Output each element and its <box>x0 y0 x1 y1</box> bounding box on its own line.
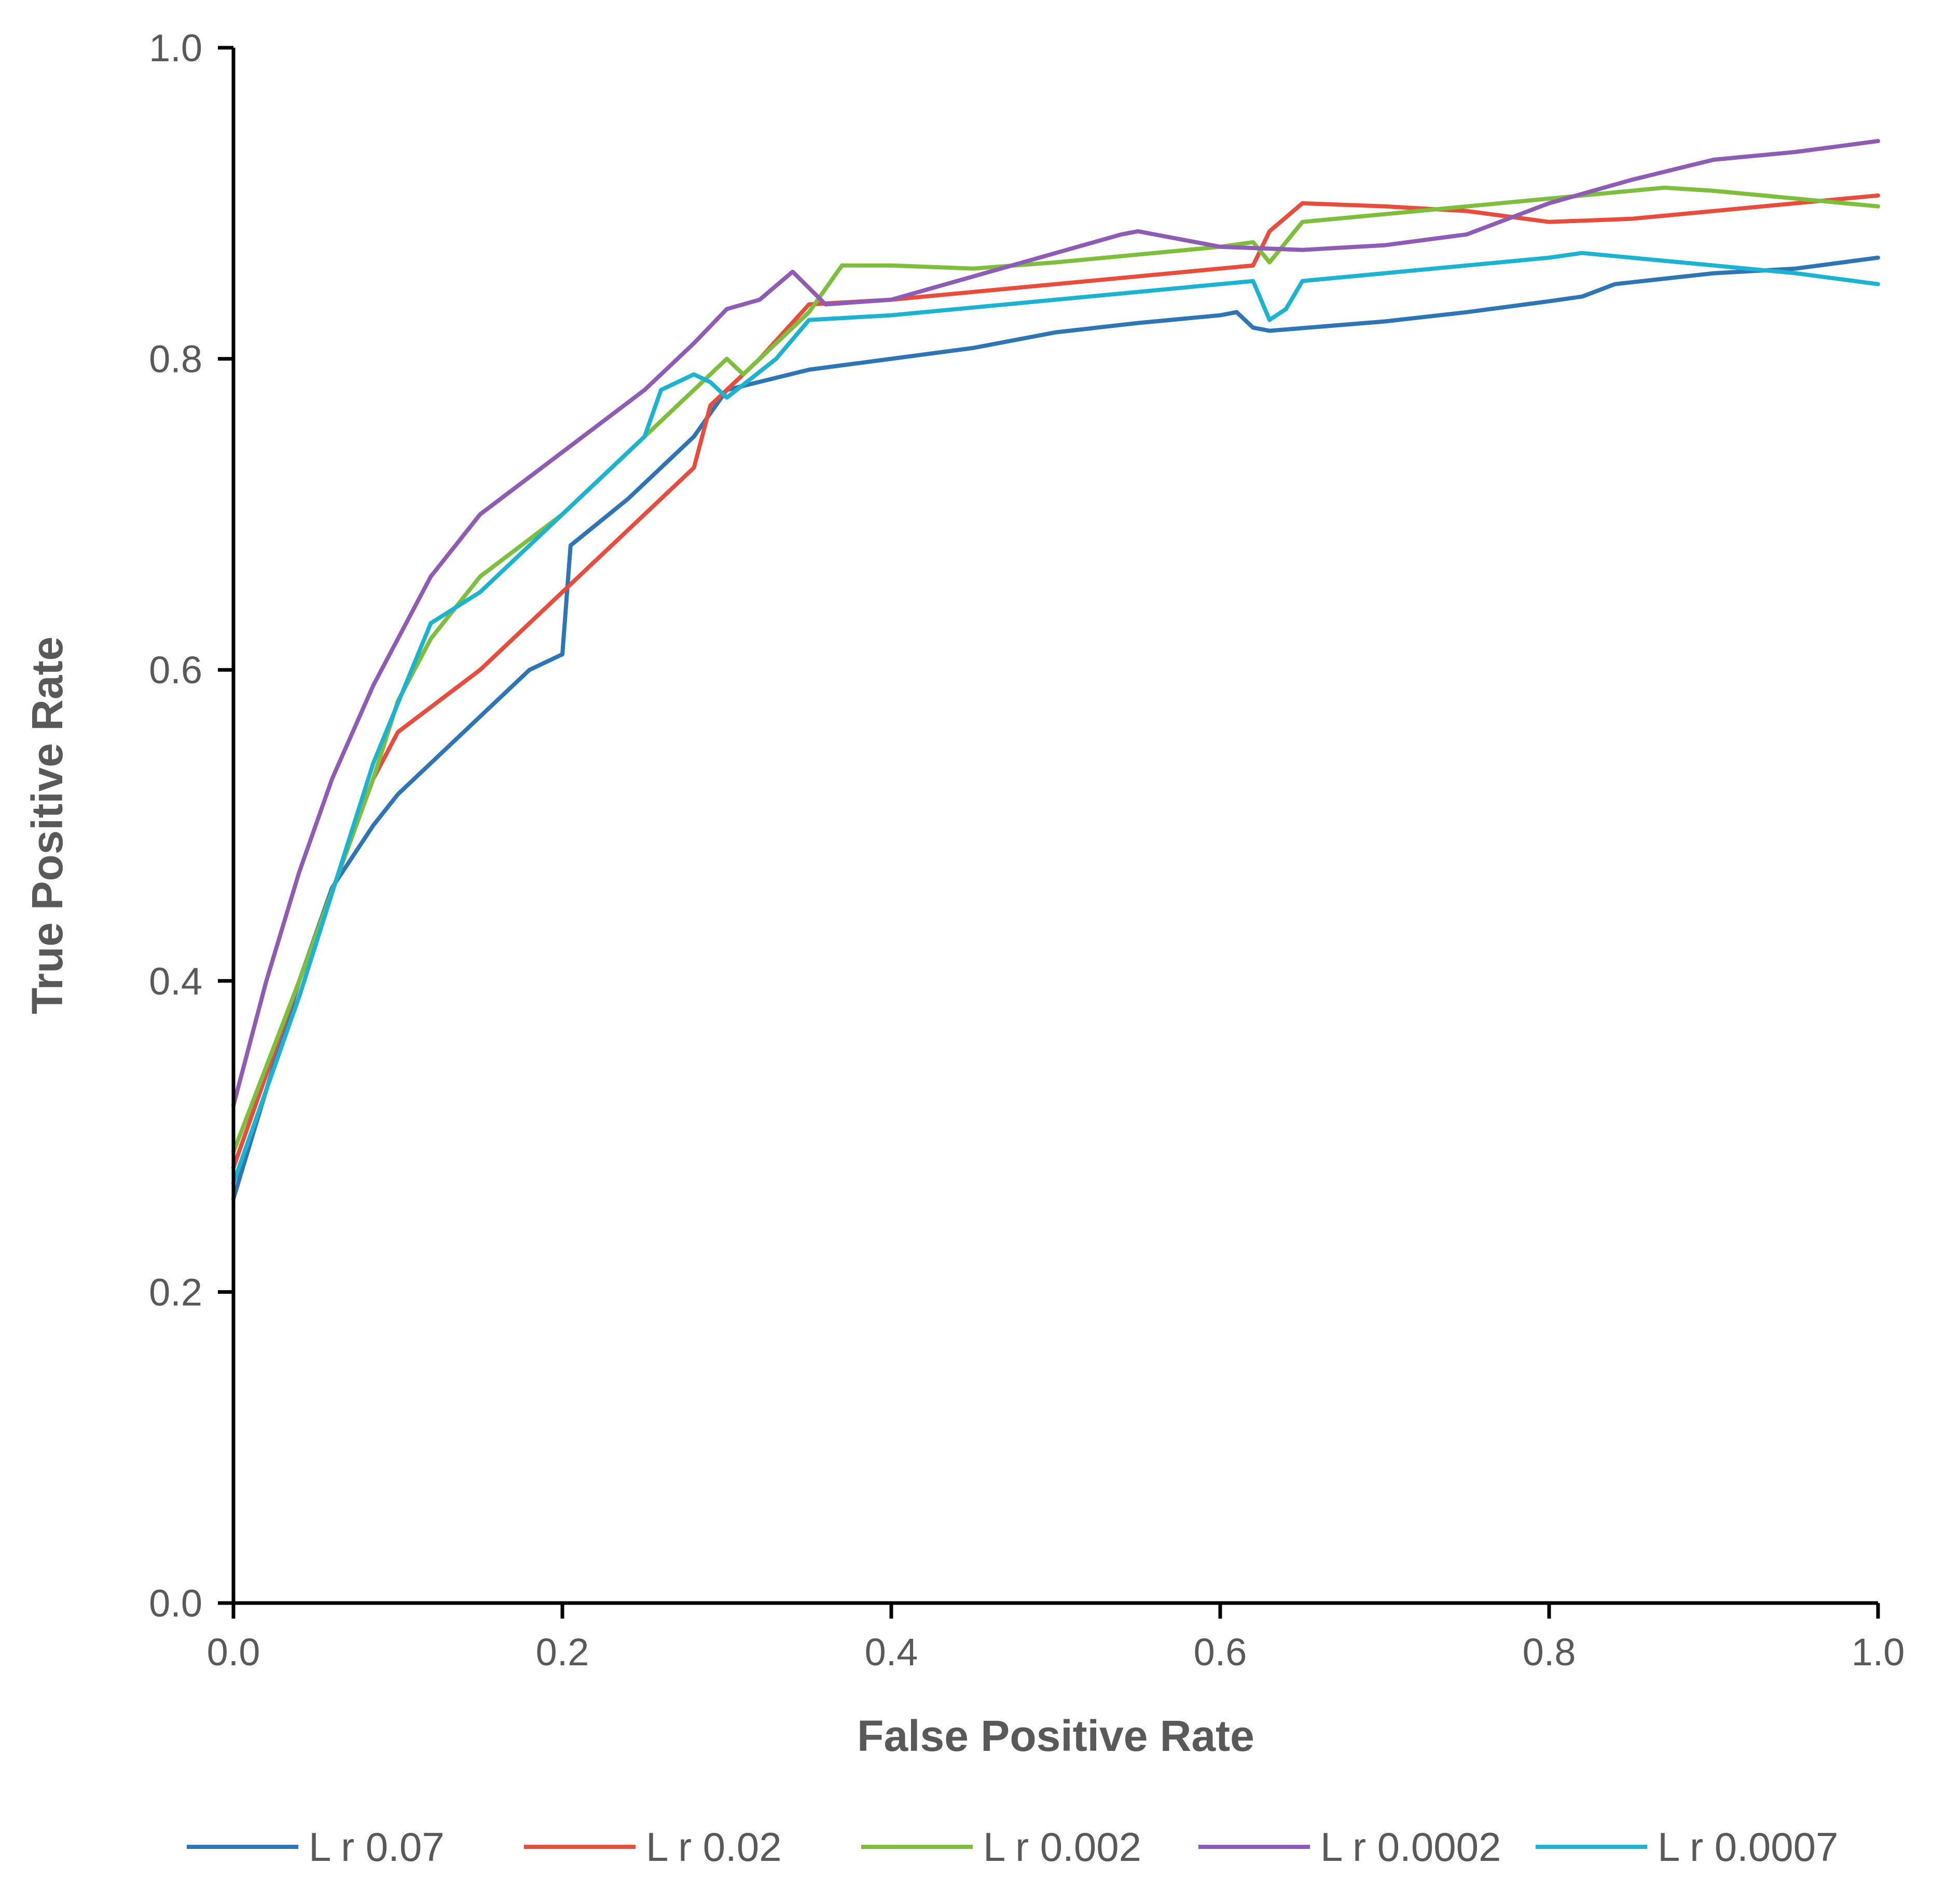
x-tick-label: 0.2 <box>536 1631 589 1674</box>
y-tick-label: 0.6 <box>149 648 202 692</box>
x-tick-label: 0.6 <box>1194 1631 1247 1674</box>
y-tick-label: 0.4 <box>149 960 202 1003</box>
y-tick-label: 0.0 <box>149 1582 202 1625</box>
x-axis-title: False Positive Rate <box>857 1711 1254 1760</box>
ticks-layer: 0.0 0.2 0.4 0.6 0.8 1.0 0.0 0.2 0.4 0.6 0.8 1.0 <box>149 26 1904 1674</box>
series-line <box>231 255 1880 1201</box>
legend-label: L r 0.02 <box>646 1824 782 1870</box>
x-tick-label: 1.0 <box>1852 1631 1905 1674</box>
y-tick-label: 0.8 <box>149 338 202 381</box>
series-layer <box>231 139 1880 1201</box>
series-line <box>231 193 1880 1170</box>
y-tick-label: 1.0 <box>149 26 202 70</box>
y-axis-title: True Positive Rate <box>23 637 72 1014</box>
legend-label: L r 0.07 <box>309 1824 445 1870</box>
x-tick-label: 0.0 <box>207 1631 260 1674</box>
series-line <box>231 251 1880 1185</box>
legend-label: L r 0.0002 <box>1320 1824 1501 1870</box>
legend: L r 0.07 L r 0.02 L r 0.002 L r 0.0002 L r 0… <box>187 1824 1838 1870</box>
y-tick-label: 0.2 <box>149 1270 202 1314</box>
legend-label: L r 0.002 <box>983 1824 1141 1870</box>
x-tick-label: 0.4 <box>865 1631 918 1674</box>
legend-label: L r 0.0007 <box>1658 1824 1838 1870</box>
series-line <box>231 139 1880 1108</box>
x-tick-label: 0.8 <box>1523 1631 1576 1674</box>
axes-layer <box>231 48 1878 1605</box>
